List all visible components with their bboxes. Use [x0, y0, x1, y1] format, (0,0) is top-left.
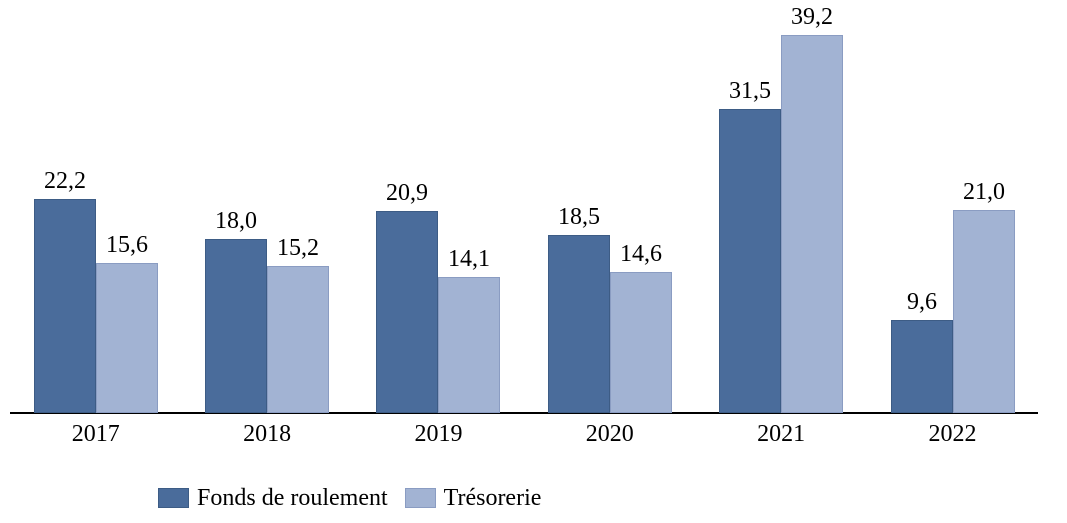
data-label-2019-series2: 14,1	[448, 246, 490, 272]
bar-2021-series2	[781, 35, 843, 413]
legend-label-series2: Trésorerie	[443, 485, 542, 511]
data-label-2017-series2: 15,6	[106, 232, 148, 258]
bar-2022-series2	[953, 210, 1015, 413]
bar-2018-series2	[267, 266, 329, 413]
data-label-2018-series1: 18,0	[215, 208, 257, 234]
data-label-2017-series1: 22,2	[44, 168, 86, 194]
data-label-2022-series2: 21,0	[963, 179, 1005, 205]
x-axis-line	[10, 412, 1038, 414]
data-label-2018-series2: 15,2	[277, 235, 319, 261]
bar-2018-series1	[205, 239, 267, 413]
bar-2019-series2	[438, 277, 500, 413]
bar-2020-series1	[548, 235, 610, 413]
data-label-2021-series1: 31,5	[729, 78, 771, 104]
x-axis-label-2022: 2022	[928, 421, 977, 447]
legend-item-series1: Fonds de roulement	[158, 484, 388, 512]
plot-area: 22,2 15,6 18,0 15,2 20,9 14,1 18,5 14,6 31,5 39,2…	[10, 4, 1038, 414]
legend-label-series1: Fonds de roulement	[197, 485, 388, 511]
data-label-2020-series1: 18,5	[558, 204, 600, 230]
data-label-2021-series2: 39,2	[791, 4, 833, 30]
bar-2019-series1	[376, 211, 438, 413]
x-axis-label-2017: 2017	[71, 421, 120, 447]
bar-2021-series1	[719, 109, 781, 413]
legend-item-series2: Trésorerie	[404, 484, 542, 512]
bar-2017-series1	[34, 199, 96, 413]
x-axis-label-2021: 2021	[757, 421, 806, 447]
legend-swatch-series1	[158, 488, 189, 508]
x-axis-label-2020: 2020	[585, 421, 634, 447]
data-label-2019-series1: 20,9	[386, 180, 428, 206]
bar-2017-series2	[96, 263, 158, 413]
data-label-2022-series1: 9,6	[907, 289, 937, 315]
data-label-2020-series2: 14,6	[620, 241, 662, 267]
legend-swatch-series2	[404, 488, 436, 508]
bar-2022-series1	[891, 320, 953, 413]
legend: Fonds de roulement Trésorerie	[158, 484, 541, 512]
x-axis-label-2018: 2018	[243, 421, 292, 447]
x-axis-label-2019: 2019	[414, 421, 463, 447]
bar-2020-series2	[610, 272, 672, 413]
